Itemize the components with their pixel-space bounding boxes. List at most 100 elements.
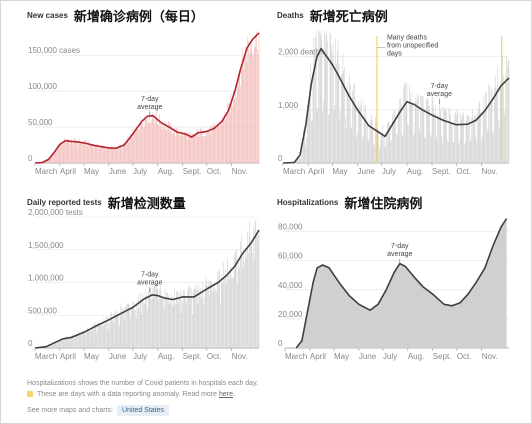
daily-bar [333,110,335,163]
daily-bar [196,284,197,348]
daily-bar [175,303,176,348]
daily-bar [60,144,61,163]
daily-bar [46,346,48,348]
daily-bar [184,290,185,348]
daily-bar [188,132,189,163]
daily-bar [337,39,339,163]
daily-bar [200,128,201,163]
daily-bar [233,277,234,348]
daily-bar [254,219,256,348]
daily-bar [483,95,485,163]
read-more-link[interactable]: here [218,391,233,398]
daily-bar [66,336,68,348]
daily-bar [102,146,104,163]
daily-bar [45,161,46,163]
daily-bar [135,318,137,348]
daily-bar [257,233,259,348]
daily-bar [415,96,417,163]
daily-bar [449,108,451,163]
daily-bar [149,108,151,163]
daily-bar [168,304,170,348]
daily-bar [249,53,250,164]
daily-bar [178,132,179,163]
daily-bar [190,133,192,163]
daily-bar [212,283,214,348]
daily-bar [474,114,476,163]
daily-bar [489,85,490,163]
daily-bar [349,84,351,163]
daily-bar [95,325,97,348]
x-tick-label: June [109,352,127,361]
daily-bar [211,125,212,163]
daily-bar [468,114,469,163]
united-states-link[interactable]: United States [117,405,170,416]
daily-bar [117,145,118,163]
daily-bar [183,290,184,348]
daily-bar [70,336,72,348]
daily-bar [336,51,338,164]
daily-bar [195,133,196,163]
daily-bar [88,140,90,163]
daily-bar [203,304,204,348]
daily-bar [385,145,387,163]
daily-bar [358,100,359,163]
daily-bar [256,232,257,348]
daily-bar [102,145,103,163]
daily-bar [106,147,107,163]
daily-bar [219,127,220,163]
svg-text:Many deaths: Many deaths [387,35,428,42]
daily-bar [165,121,167,163]
daily-bar [86,327,88,348]
daily-bar [77,334,78,348]
daily-bar [73,142,74,163]
daily-bar [80,331,82,348]
daily-bar [398,108,400,163]
daily-bar [252,54,253,163]
daily-bar [63,140,65,163]
daily-bar [491,90,493,163]
daily-bar [464,144,465,163]
daily-bar [324,31,325,163]
svg-text:average: average [137,279,162,286]
daily-bar [231,278,232,348]
daily-bar [236,96,237,163]
daily-bar [502,55,503,163]
footer-more: See more maps and charts: United States [27,405,170,416]
daily-bar [56,150,57,163]
daily-bar [440,107,442,163]
daily-bar [210,281,212,348]
daily-bar [386,131,387,163]
daily-bar [83,144,85,163]
daily-bar [98,322,99,348]
daily-bar [86,145,87,163]
daily-bar [244,58,245,163]
daily-bar [452,142,454,163]
daily-bar [160,291,162,348]
daily-bar [176,291,177,348]
daily-bar [311,121,313,163]
daily-bar [57,343,58,348]
daily-bar [470,141,472,163]
daily-bar [388,122,390,163]
daily-bar [142,294,143,348]
daily-bar [459,140,460,163]
daily-bar [49,157,50,163]
daily-bar [157,124,159,163]
daily-bar [253,228,254,348]
x-tick-label: April [60,352,76,361]
daily-bar [116,310,118,348]
daily-bar [397,109,399,163]
x-tick-label: May [334,352,349,361]
daily-bar [248,253,249,348]
daily-bar [67,138,69,163]
svg-text:average: average [427,91,452,98]
x-tick-label: July [133,167,147,176]
daily-bar [225,118,227,163]
daily-bar [372,127,374,163]
daily-bar [227,103,228,163]
panel-title-en: New cases [27,11,68,20]
daily-bar [71,337,73,348]
daily-bar [146,295,147,348]
daily-bar [176,127,178,163]
